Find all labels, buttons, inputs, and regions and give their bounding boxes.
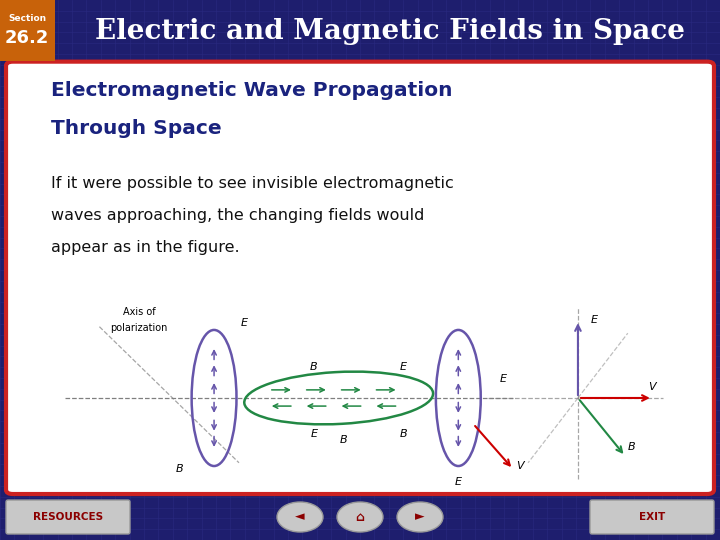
Text: appear as in the figure.: appear as in the figure.: [51, 240, 240, 255]
Text: Section: Section: [8, 14, 46, 23]
FancyBboxPatch shape: [6, 500, 130, 534]
FancyBboxPatch shape: [590, 500, 714, 534]
Text: E: E: [400, 362, 407, 372]
Text: polarization: polarization: [111, 323, 168, 334]
Text: E: E: [310, 429, 318, 438]
Text: B: B: [340, 435, 348, 445]
Text: B: B: [400, 429, 408, 438]
Text: Electric and Magnetic Fields in Space: Electric and Magnetic Fields in Space: [95, 17, 685, 44]
FancyBboxPatch shape: [0, 0, 55, 61]
Text: ⌂: ⌂: [356, 510, 364, 523]
FancyBboxPatch shape: [6, 62, 714, 494]
Text: ►: ►: [415, 510, 425, 523]
Text: If it were possible to see invisible electromagnetic: If it were possible to see invisible ele…: [51, 176, 454, 191]
Text: Axis of: Axis of: [123, 307, 156, 318]
Text: Electromagnetic Wave Propagation: Electromagnetic Wave Propagation: [51, 80, 453, 100]
Text: RESOURCES: RESOURCES: [33, 512, 103, 522]
Text: ◄: ◄: [295, 510, 305, 523]
Text: E: E: [500, 374, 507, 383]
Text: E: E: [240, 319, 248, 328]
Text: 26.2: 26.2: [5, 29, 49, 47]
Text: V: V: [516, 461, 523, 471]
Ellipse shape: [337, 502, 383, 532]
Ellipse shape: [397, 502, 443, 532]
Text: B: B: [310, 362, 318, 372]
Text: EXIT: EXIT: [639, 512, 665, 522]
Ellipse shape: [277, 502, 323, 532]
Text: waves approaching, the changing fields would: waves approaching, the changing fields w…: [51, 208, 425, 223]
Text: E: E: [455, 477, 462, 487]
Text: E: E: [590, 315, 598, 326]
Text: B: B: [628, 442, 636, 452]
Text: V: V: [648, 382, 655, 392]
Text: Through Space: Through Space: [51, 119, 222, 138]
Text: B: B: [176, 464, 183, 474]
